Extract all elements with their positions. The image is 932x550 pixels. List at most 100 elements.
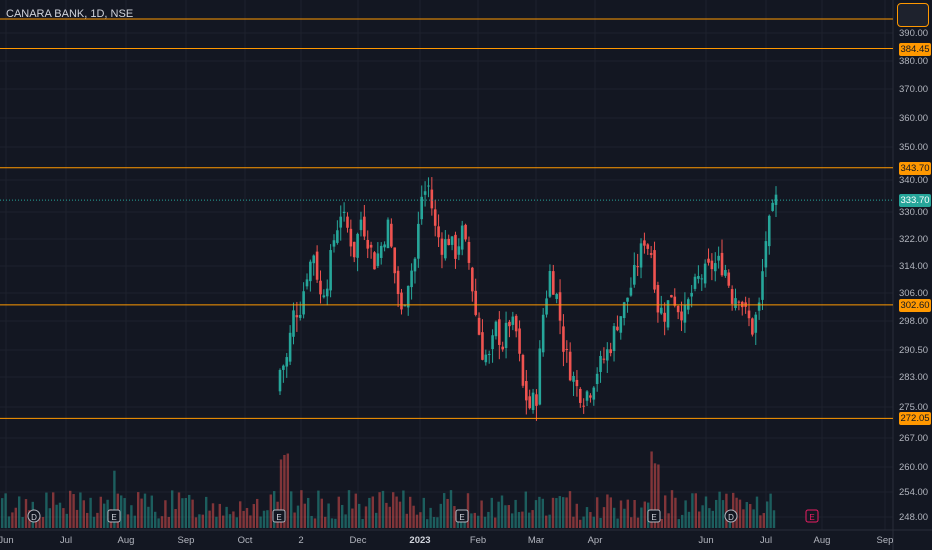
volume-bar [538, 496, 541, 528]
volume-bar [436, 517, 439, 528]
volume-bar [174, 508, 177, 528]
y-tick-label: 275.00 [899, 402, 928, 413]
volume-bar [361, 519, 364, 528]
volume-bar [245, 507, 249, 528]
volume-bar [511, 513, 514, 528]
volume-bar [664, 495, 667, 528]
candle-body [369, 244, 373, 248]
candle-body [359, 219, 363, 231]
volume-bar [568, 491, 572, 528]
earnings-event-icon [107, 509, 121, 523]
candle-body [548, 270, 552, 297]
volume-bar [596, 497, 599, 528]
volume-bar [351, 508, 354, 528]
volume-bar [562, 497, 565, 528]
candle-body [511, 316, 515, 325]
candle-body [437, 226, 440, 238]
candle-body [491, 335, 494, 350]
price-level-label-272: 272.05 [899, 412, 931, 426]
volume-bar [228, 514, 232, 528]
volume-bar [21, 516, 24, 528]
candle-body [649, 253, 653, 255]
candle-body [659, 307, 663, 314]
volume-bar [677, 519, 680, 528]
candle-body [629, 287, 633, 296]
volume-bar [409, 496, 412, 528]
volume-bar [657, 464, 660, 528]
volume-bar [198, 514, 201, 528]
volume-bar [490, 497, 493, 528]
candle-body [643, 240, 646, 246]
volume-bar [772, 510, 776, 528]
candle-body [589, 395, 592, 398]
candle-body [332, 240, 336, 247]
candle-body [673, 296, 677, 306]
candle-body [501, 346, 504, 350]
candle-body [535, 394, 538, 406]
volume-bar [160, 516, 164, 528]
volume-bar [347, 490, 351, 528]
volume-bar [395, 496, 398, 528]
volume-bar [694, 493, 697, 528]
candle-body [508, 321, 511, 327]
volume-bar [150, 495, 153, 528]
volume-bar [698, 511, 701, 528]
x-tick-label: Jul [760, 535, 772, 546]
candle-body [531, 392, 535, 410]
chart-settings-button[interactable] [897, 3, 929, 27]
candle-body [599, 355, 602, 372]
candle-body [636, 266, 639, 268]
volume-bar [177, 492, 181, 528]
volume-bar [507, 505, 510, 528]
earnings-event-icon [455, 509, 469, 523]
volume-bar [147, 506, 150, 528]
candle-body [481, 332, 484, 360]
candle-body [487, 353, 491, 355]
candle-body [713, 263, 717, 272]
candle-body [349, 228, 353, 247]
volume-bar [320, 498, 323, 528]
candle-body [447, 238, 451, 246]
volume-bar [718, 491, 721, 528]
candle-body [342, 211, 346, 214]
candle-body [325, 288, 329, 297]
candle-body [663, 312, 666, 322]
volume-bar [4, 493, 7, 528]
volume-bar [232, 511, 235, 528]
candle-body [376, 253, 380, 266]
volume-bar [218, 503, 221, 528]
volume-bar [419, 512, 422, 528]
volume-bar [375, 512, 378, 528]
volume-bar [623, 508, 626, 528]
volume-bar [215, 516, 218, 528]
volume-bar [742, 509, 745, 528]
volume-bar [439, 503, 442, 528]
volume-bar [337, 496, 340, 528]
candle-body [457, 246, 461, 255]
volume-bar [711, 510, 714, 528]
candle-body [386, 219, 390, 249]
volume-bar [341, 504, 344, 528]
volume-bar [205, 496, 208, 528]
volume-bar [18, 496, 21, 528]
volume-bar [650, 451, 653, 528]
volume-bar [565, 497, 568, 528]
volume-bar [11, 512, 14, 528]
volume-bar [752, 509, 755, 528]
volume-bar [534, 500, 538, 528]
volume-bar [293, 512, 296, 528]
candle-body [771, 202, 774, 211]
volume-bar [392, 492, 395, 528]
volume-bar [701, 505, 704, 528]
chart-title: CANARA BANK, 1D, NSE [6, 8, 134, 20]
volume-bar [283, 454, 286, 528]
volume-bar [69, 490, 72, 528]
volume-bar [330, 518, 334, 528]
volume-bar [517, 512, 521, 528]
volume-bar [334, 518, 337, 528]
price-level-label-384: 384.45 [899, 42, 931, 56]
volume-bar [670, 490, 674, 528]
candle-body [366, 239, 370, 249]
volume-bar [381, 490, 385, 528]
